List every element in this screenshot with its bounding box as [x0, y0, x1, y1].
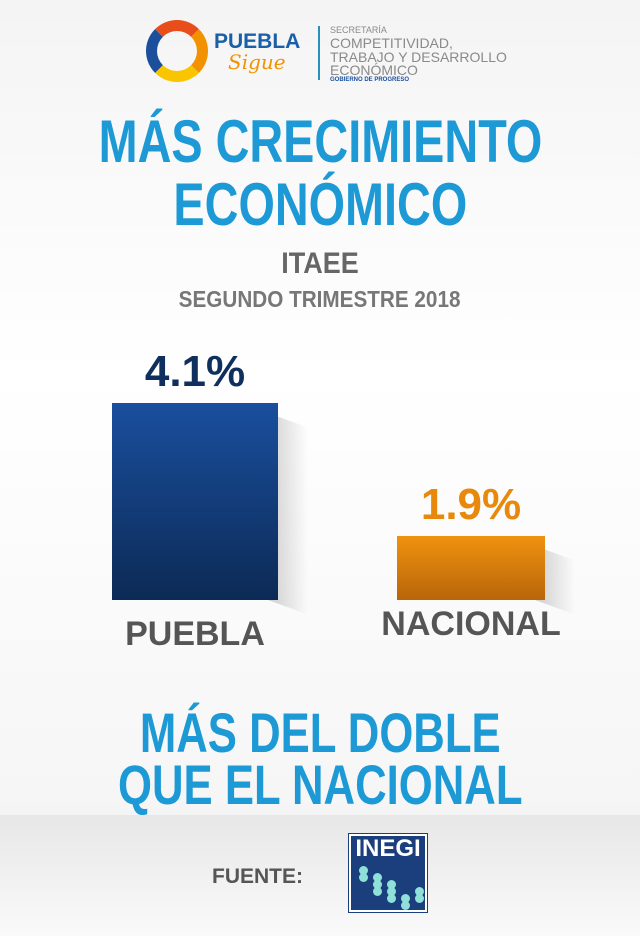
puebla-logo-ring	[146, 20, 208, 82]
gobierno-label: GOBIERNO DE PROGRESO	[330, 77, 410, 83]
inegi-dot	[387, 887, 396, 896]
inegi-logo: INEGI	[348, 833, 428, 913]
header-divider	[318, 26, 320, 80]
dept-line1: COMPETITIVIDAD,	[330, 35, 453, 51]
inegi-dot	[387, 894, 396, 903]
category-label: NACIONAL	[381, 605, 561, 643]
bar-nacional	[397, 536, 545, 600]
tagline-line2: QUE EL NACIONAL	[117, 753, 523, 816]
source-label: FUENTE:	[212, 865, 303, 888]
inegi-dot	[359, 866, 368, 875]
secretaria-label: SECRETARÍA	[330, 25, 387, 35]
inegi-dot	[373, 880, 382, 889]
inegi-dot	[359, 873, 368, 882]
inegi-dot	[373, 887, 382, 896]
title-line1: MÁS CRECIMIENTO	[98, 108, 542, 175]
tagline-line1: MÁS DEL DOBLE	[139, 701, 501, 764]
category-label: PUEBLA	[125, 615, 265, 653]
brand-sigue: Sigue	[228, 50, 286, 74]
inegi-dot	[401, 894, 410, 903]
footer	[0, 815, 640, 936]
inegi-dot	[401, 901, 410, 910]
inegi-logo-text: INEGI	[355, 835, 421, 862]
dept-line2: TRABAJO Y DESARROLLO	[330, 49, 507, 65]
period: SEGUNDO TRIMESTRE 2018	[179, 286, 461, 312]
bar-puebla	[112, 403, 278, 600]
data-label: 1.9%	[420, 480, 522, 530]
data-label: 4.1%	[144, 347, 246, 396]
title-line2: ECONÓMICO	[173, 171, 467, 238]
inegi-dot	[415, 894, 424, 903]
dept-line3: ECONÓMICO	[330, 62, 418, 78]
inegi-dot	[387, 880, 396, 889]
inegi-dot	[373, 873, 382, 882]
subtitle: ITAEE	[281, 247, 359, 280]
brand-puebla: PUEBLA	[214, 30, 301, 53]
inegi-dot	[415, 887, 424, 896]
